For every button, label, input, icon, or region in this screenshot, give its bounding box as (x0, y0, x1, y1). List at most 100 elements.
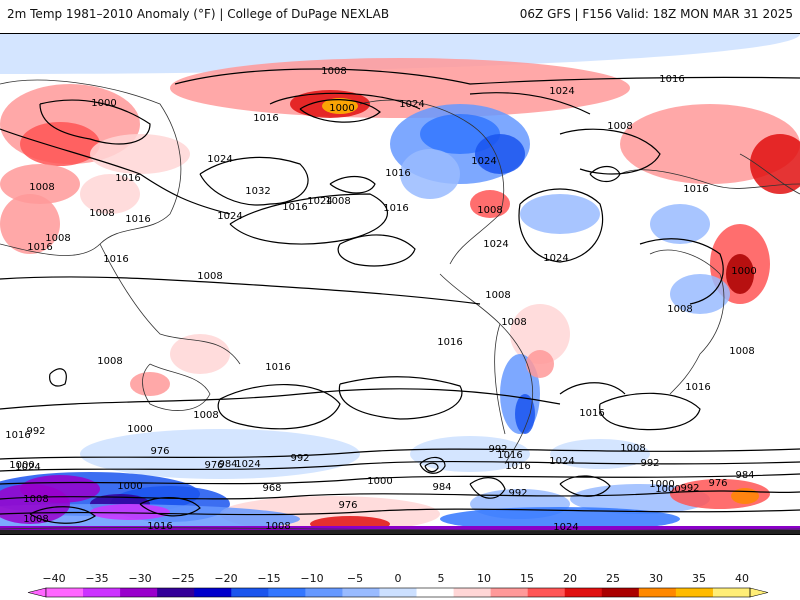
coastline (0, 527, 800, 531)
isobar-label: 1024 (549, 86, 574, 97)
isobar-label: 1016 (27, 242, 52, 253)
anomaly-patch (670, 274, 730, 314)
colorbar-segment (601, 588, 640, 597)
isobar-label: 976 (338, 500, 357, 511)
colorbar-tick-label: 40 (735, 572, 749, 585)
isobar-label: 1008 (321, 66, 346, 77)
coastlines (0, 79, 800, 531)
isobar-label: 1016 (497, 450, 522, 461)
colorbar-segment (120, 588, 158, 597)
isobar-label: 1024 (307, 196, 332, 207)
anomaly-patch (510, 304, 570, 364)
anomaly-patch (0, 164, 80, 204)
isobar-contours (0, 68, 800, 524)
isobar-label: 1000 (655, 484, 680, 495)
isobar (199, 156, 309, 206)
anomaly-patch (0, 34, 800, 74)
isobar-label: 1008 (97, 356, 122, 367)
isobar-label: 1016 (125, 214, 150, 225)
isobar (0, 388, 561, 410)
isobar (337, 234, 416, 267)
isobar (424, 462, 439, 473)
anomaly-patch (440, 507, 680, 531)
coastline (494, 323, 506, 435)
isobar-label: 1000 (367, 476, 392, 487)
isobar-label: 1008 (485, 290, 510, 301)
isobar-label: 1024 (15, 462, 40, 473)
anomaly-patch (650, 204, 710, 244)
colorbar-segment (194, 588, 232, 597)
isobar (419, 456, 446, 474)
isobar-label: 1000 (127, 424, 152, 435)
model-run-info: 06Z GFS | F156 Valid: 18Z MON MAR 31 202… (519, 7, 793, 21)
antarctic-edge (0, 530, 800, 534)
isobar (0, 460, 800, 472)
coastline (142, 363, 211, 411)
anomaly-patch (170, 58, 630, 118)
isobar-label: 1016 (683, 184, 708, 195)
colorbar-segment (564, 588, 603, 597)
isobar-label: 1008 (193, 410, 218, 421)
isobar-label: 992 (508, 488, 527, 499)
colorbar-segment (712, 588, 751, 597)
isobar-label: 1016 (505, 461, 530, 472)
isobar (49, 368, 67, 387)
anomaly-map: 1008 1016 1000 1000 1016 1024 1024 1024 1016 1008… (0, 33, 800, 535)
isobar-label: 1000 (9, 460, 34, 471)
isobar-label: 1016 (685, 382, 710, 393)
map-title: 2m Temp 1981–2010 Anomaly (°F) | College… (7, 7, 390, 21)
anomaly-patch (550, 439, 650, 469)
isobar-label: 1016 (115, 173, 140, 184)
anomaly-patch (130, 372, 170, 396)
isobar-label: 984 (218, 459, 237, 470)
color-bar-canvas: −40 −35 −30 −25 −20 −15 −10 −5 0 5 10 15 20 25 30 35 40 (27, 572, 769, 598)
anomaly-patch (322, 98, 358, 114)
colorbar-tick-label: 30 (649, 572, 663, 585)
isobar-label: 1008 (501, 317, 526, 328)
isobar-label: 1024 (483, 239, 508, 250)
colorbar-segment (527, 588, 566, 597)
isobar (29, 506, 97, 524)
colorbar-segment (305, 588, 343, 597)
coastline (359, 99, 505, 265)
isobar-label: 1008 (607, 121, 632, 132)
isobar-label: 992 (640, 458, 659, 469)
anomaly-patch (80, 429, 360, 479)
coastline (649, 249, 725, 395)
isobar-label: 1016 (385, 168, 410, 179)
colorbar-tick-label: −15 (257, 572, 280, 585)
isobar-label: 984 (432, 482, 451, 493)
isobar-label: 1016 (253, 113, 278, 124)
isobar-label: 976 (150, 446, 169, 457)
anomaly-patch (470, 190, 510, 218)
isobar-label: 1008 (477, 205, 502, 216)
isobar (0, 448, 800, 460)
anomaly-patch (400, 149, 460, 199)
isobar-label: 1024 (553, 522, 578, 533)
isobar-label: 1016 (103, 254, 128, 265)
colorbar-tick-label: −35 (85, 572, 108, 585)
anomaly-patch (475, 134, 525, 174)
anomaly-patch (170, 334, 230, 374)
isobar-label: 1024 (399, 99, 424, 110)
isobar-label: 1000 (649, 479, 674, 490)
anomaly-patch (410, 436, 530, 472)
isobar-label: 984 (735, 470, 754, 481)
isobar (229, 193, 389, 245)
isobar-label: 992 (26, 426, 45, 437)
colorbar-segment (46, 588, 84, 597)
colorbar-segment (416, 588, 455, 597)
isobar-label: 1008 (23, 494, 48, 505)
colorbar-tick-label: −40 (42, 572, 65, 585)
colorbar-tick-label: 20 (563, 572, 577, 585)
colorbar-max-arrow (749, 587, 769, 598)
isobar (0, 473, 800, 485)
isobar-label: 1024 (235, 459, 260, 470)
isobar-label: 1032 (245, 186, 270, 197)
anomaly-patch (731, 488, 759, 504)
isobar-label: 1008 (89, 208, 114, 219)
coastline (99, 243, 241, 365)
anomaly-patch (726, 254, 754, 294)
